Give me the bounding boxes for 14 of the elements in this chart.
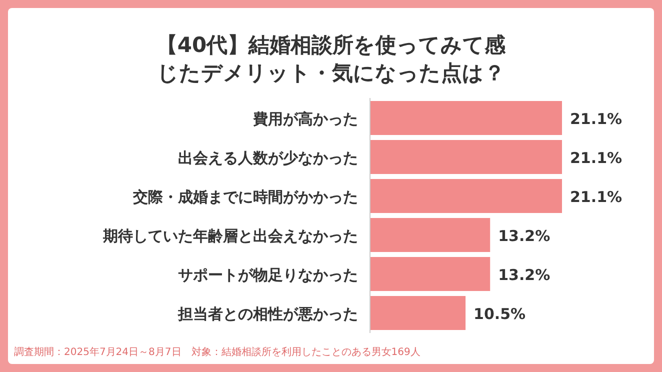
data-label: 13.2% <box>498 227 550 245</box>
y-tick-label: 交際・成婚までに時間がかかった <box>132 188 358 206</box>
data-label: 13.2% <box>498 266 550 284</box>
y-tick-label: サポートが物足りなかった <box>178 266 358 284</box>
data-label: 10.5% <box>474 305 526 323</box>
y-tick-label: 出会える人数が少なかった <box>178 149 358 167</box>
text: 調査期間：2025年7月24日～8月7日 対象：結婚相談所を利用したことのある男女169人 <box>14 346 420 358</box>
y-tick-label: 期待していた年齢層と出会えなかった <box>102 227 358 245</box>
y-tick-label: 担当者との相性が悪かった <box>177 305 358 323</box>
chart-title: 【40代】結婚相談所を使ってみて感じたデメリット・気になった点は？ <box>156 33 507 85</box>
data-label: 21.1% <box>570 110 622 128</box>
y-tick-label: 費用が高かった <box>252 110 358 128</box>
data-label: 21.1% <box>570 188 622 206</box>
data-label: 21.1% <box>570 149 622 167</box>
